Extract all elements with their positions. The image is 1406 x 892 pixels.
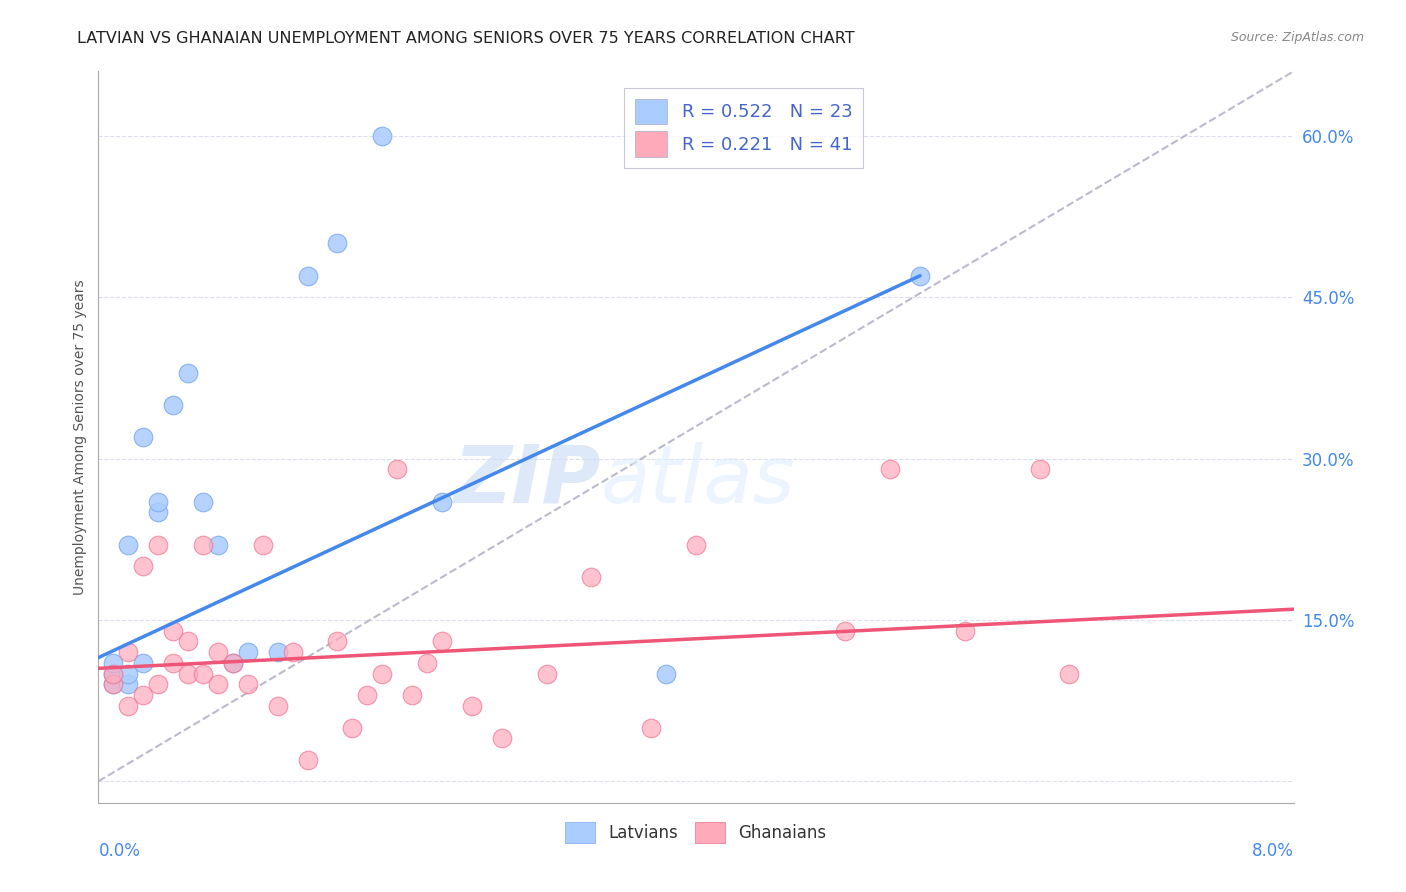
Point [207, 677, 229, 691]
Point [148, 494, 170, 508]
Point [103, 677, 125, 691]
Point [117, 698, 139, 713]
Point [1028, 462, 1050, 476]
Point [536, 666, 558, 681]
Point [430, 494, 453, 508]
Point [117, 666, 139, 681]
Point [371, 128, 394, 143]
Legend: Latvians, Ghanaians: Latvians, Ghanaians [558, 815, 834, 849]
Point [581, 570, 603, 584]
Point [640, 721, 662, 735]
Point [252, 538, 274, 552]
Point [236, 677, 259, 691]
Point [655, 666, 678, 681]
Point [491, 731, 513, 746]
Point [162, 656, 184, 670]
Text: ZIP: ZIP [453, 442, 600, 520]
Point [222, 656, 245, 670]
Point [685, 538, 707, 552]
Point [191, 494, 214, 508]
Point [222, 656, 245, 670]
Point [385, 462, 409, 476]
Point [207, 538, 229, 552]
Point [148, 677, 170, 691]
Point [132, 656, 155, 670]
Point [132, 430, 155, 444]
Point [117, 538, 139, 552]
Point [461, 698, 484, 713]
Point [430, 634, 453, 648]
Text: 8.0%: 8.0% [1251, 842, 1294, 860]
Point [132, 688, 155, 702]
Point [401, 688, 423, 702]
Point [177, 366, 200, 380]
Point [326, 236, 349, 251]
Point [162, 398, 184, 412]
Point [326, 634, 349, 648]
Point [834, 624, 856, 638]
Text: LATVIAN VS GHANAIAN UNEMPLOYMENT AMONG SENIORS OVER 75 YEARS CORRELATION CHART: LATVIAN VS GHANAIAN UNEMPLOYMENT AMONG S… [77, 31, 855, 46]
Point [953, 624, 976, 638]
Point [191, 666, 214, 681]
Point [236, 645, 259, 659]
Point [177, 634, 200, 648]
Point [371, 666, 394, 681]
Point [103, 677, 125, 691]
Point [356, 688, 378, 702]
Y-axis label: Unemployment Among Seniors over 75 years: Unemployment Among Seniors over 75 years [73, 279, 87, 595]
Point [342, 721, 364, 735]
Text: Source: ZipAtlas.com: Source: ZipAtlas.com [1230, 31, 1364, 45]
Point [177, 666, 200, 681]
Point [267, 698, 290, 713]
Point [207, 645, 229, 659]
Point [103, 666, 125, 681]
Point [416, 656, 439, 670]
Point [132, 559, 155, 574]
Point [267, 645, 290, 659]
Point [191, 538, 214, 552]
Point [908, 268, 931, 283]
Point [162, 624, 184, 638]
Point [148, 505, 170, 519]
Text: 0.0%: 0.0% [98, 842, 141, 860]
Point [103, 666, 125, 681]
Point [117, 677, 139, 691]
Point [281, 645, 304, 659]
Point [117, 645, 139, 659]
Text: atlas: atlas [600, 442, 796, 520]
Point [297, 268, 319, 283]
Point [148, 538, 170, 552]
Point [1059, 666, 1081, 681]
Point [879, 462, 901, 476]
Point [297, 753, 319, 767]
Point [103, 656, 125, 670]
